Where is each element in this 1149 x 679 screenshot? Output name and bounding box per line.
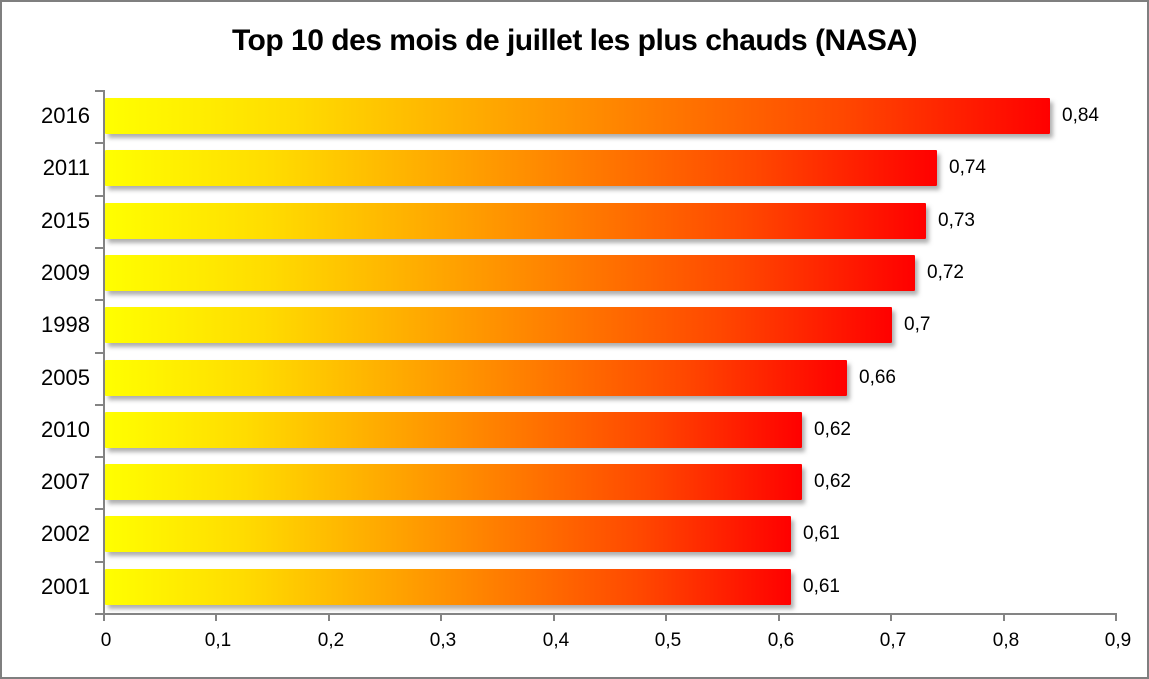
- bar: [105, 569, 791, 605]
- x-axis-tick-label: 0,2: [317, 630, 345, 651]
- x-axis-tick-label: 0,6: [767, 630, 795, 651]
- bar: [105, 98, 1050, 134]
- bar-value-label: 0,66: [859, 367, 896, 388]
- x-axis-tick-label: 0,1: [204, 630, 232, 651]
- y-axis-tick: [95, 508, 103, 510]
- bar: [105, 255, 915, 291]
- bar-value-label: 0,73: [938, 210, 975, 231]
- bar-value-label: 0,72: [927, 262, 964, 283]
- x-axis-tick: [665, 613, 667, 621]
- x-axis-tick: [1115, 613, 1117, 621]
- x-axis-tick: [890, 613, 892, 621]
- bar-value-label: 0,61: [803, 523, 840, 544]
- y-axis-tick: [95, 613, 103, 615]
- x-axis-tick-label: 0: [100, 630, 112, 651]
- x-axis-tick: [215, 613, 217, 621]
- y-axis-tick: [95, 299, 103, 301]
- y-axis-tick: [95, 561, 103, 563]
- category-label: 2015: [41, 208, 90, 233]
- bar: [105, 464, 802, 500]
- bar-value-label: 0,74: [949, 157, 986, 178]
- y-axis-tick: [95, 404, 103, 406]
- x-axis-tick-label: 0,3: [429, 630, 457, 651]
- y-axis-tick: [95, 247, 103, 249]
- x-axis-tick-label: 0,9: [1104, 630, 1132, 651]
- category-label: 2005: [41, 365, 90, 390]
- bar: [105, 203, 926, 239]
- category-label: 2010: [41, 417, 90, 442]
- bar-value-label: 0,62: [814, 471, 851, 492]
- chart-title: Top 10 des mois de juillet les plus chau…: [231, 24, 918, 57]
- bar-value-label: 0,7: [904, 314, 931, 335]
- x-axis-tick-label: 0,5: [654, 630, 682, 651]
- x-axis-tick: [328, 613, 330, 621]
- category-label: 2016: [41, 103, 90, 128]
- y-axis-tick: [95, 90, 103, 92]
- y-axis-line: [103, 90, 105, 621]
- bar: [105, 412, 802, 448]
- x-axis-tick-label: 0,4: [542, 630, 570, 651]
- x-axis-line: [103, 613, 1117, 615]
- category-label: 2007: [41, 469, 90, 494]
- x-axis-tick: [778, 613, 780, 621]
- bar-value-label: 0,62: [814, 419, 851, 440]
- category-label: 2009: [41, 260, 90, 285]
- bar: [105, 150, 937, 186]
- bar: [105, 307, 892, 343]
- bar: [105, 516, 791, 552]
- y-axis-tick: [95, 195, 103, 197]
- y-axis-tick: [95, 352, 103, 354]
- bar-value-label: 0,61: [803, 576, 840, 597]
- category-label: 1998: [41, 312, 90, 337]
- category-label: 2002: [41, 521, 90, 546]
- category-label: 2011: [42, 155, 90, 180]
- y-axis-tick: [95, 142, 103, 144]
- x-axis-tick-label: 0,7: [879, 630, 907, 651]
- x-axis-tick: [553, 613, 555, 621]
- x-axis-tick-label: 0,8: [992, 630, 1020, 651]
- x-axis-tick: [1003, 613, 1005, 621]
- category-label: 2001: [41, 574, 90, 599]
- bar: [105, 360, 847, 396]
- bar-value-label: 0,84: [1062, 105, 1099, 126]
- y-axis-tick: [95, 456, 103, 458]
- x-axis-tick: [440, 613, 442, 621]
